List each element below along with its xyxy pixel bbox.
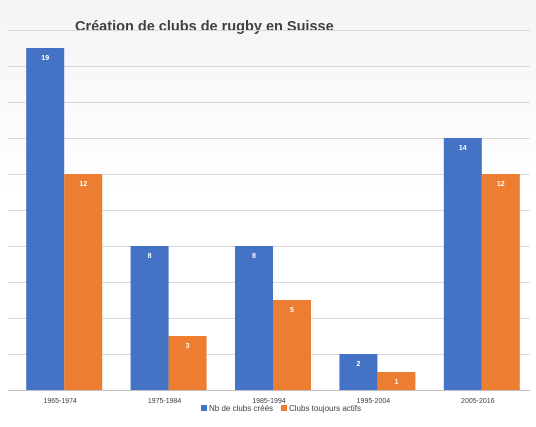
bar-created (443, 138, 482, 390)
legend-swatch (281, 405, 287, 411)
bar-active (64, 174, 103, 390)
x-axis-tick-labels: 1965-1974 1975-1984 1985-1994 1995-2004 2005… (43, 398, 494, 405)
bar-created (26, 48, 65, 390)
chart-title: Création de clubs de rugby en Suisse (75, 19, 334, 35)
data-label: 12 (79, 181, 87, 188)
x-tick-label: 2005-2016 (461, 398, 495, 405)
legend-item-label: Nb de clubs créés (209, 404, 273, 413)
x-tick-label: 1965-1974 (43, 398, 77, 405)
bar-active (481, 174, 520, 390)
data-label: 8 (252, 253, 256, 260)
data-label: 1 (394, 379, 398, 386)
data-label: 2 (356, 361, 360, 368)
legend-item-label: Clubs toujours actifs (289, 404, 361, 413)
x-tick-label: 1985-1994 (252, 398, 286, 405)
data-label: 5 (290, 307, 294, 314)
bar-created (339, 354, 378, 390)
legend-swatch (201, 405, 207, 411)
legend: Nb de clubs créés Clubs toujours actifs (201, 404, 361, 413)
data-label: 19 (41, 55, 49, 62)
x-tick-label: 1995-2004 (357, 398, 391, 405)
bars (26, 48, 520, 390)
bar-created (130, 246, 169, 390)
bar-active (168, 336, 207, 390)
data-labels: 19 12 8 3 8 5 2 1 14 12 (41, 55, 504, 386)
bar-active (377, 372, 416, 390)
data-label: 14 (459, 145, 467, 152)
x-tick-label: 1975-1984 (148, 398, 182, 405)
bar-active (273, 300, 311, 390)
data-label: 3 (186, 343, 190, 350)
bar-created (235, 246, 273, 390)
data-label: 8 (148, 253, 152, 260)
data-label: 12 (497, 181, 505, 188)
